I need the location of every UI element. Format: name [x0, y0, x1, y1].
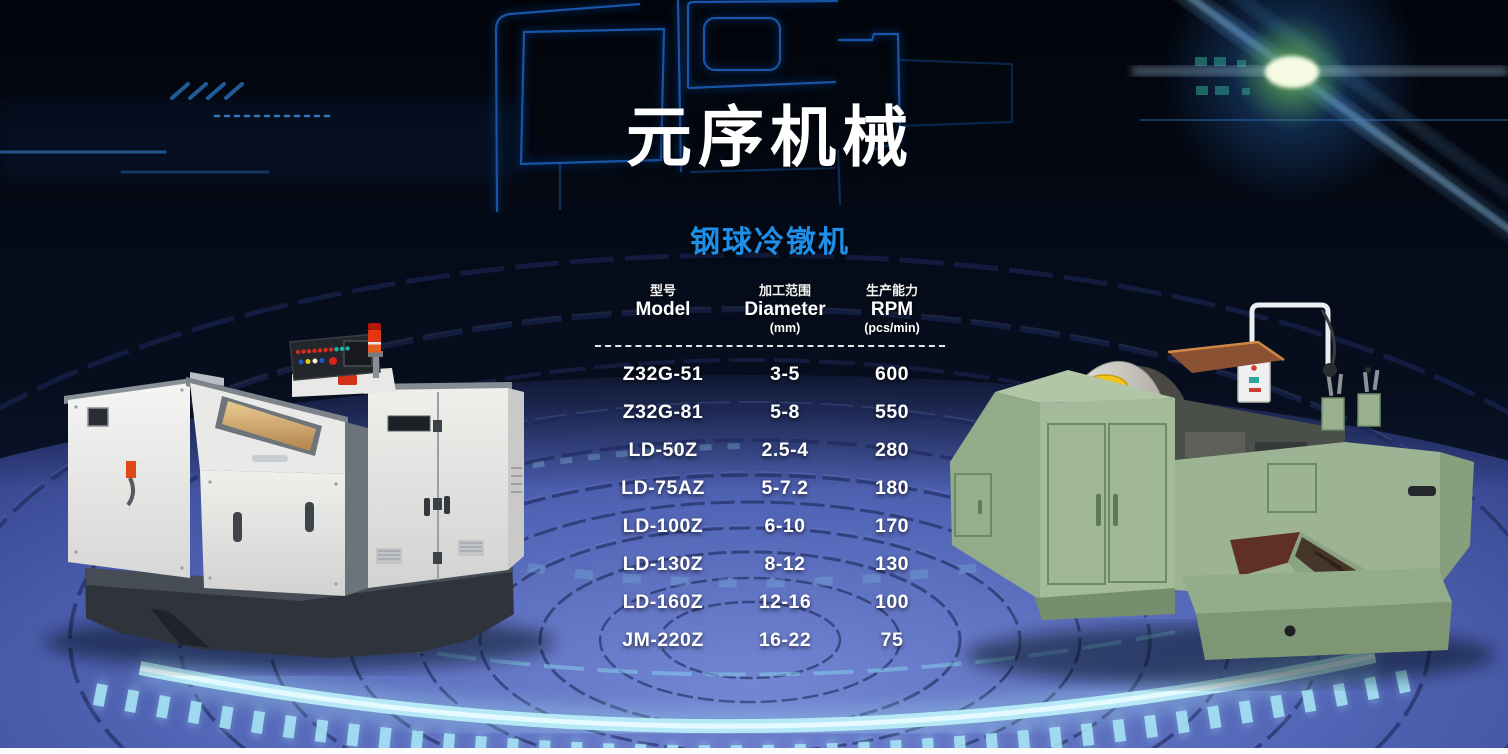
- table-row: LD-75AZ 5-7.2 180: [621, 476, 910, 499]
- bottom-white-strip: [0, 748, 1508, 754]
- page-title: 元序机械: [626, 100, 914, 174]
- right-machine-illustration: [950, 302, 1495, 685]
- table-row: Z32G-81 5-8 550: [622, 400, 910, 423]
- tech-streaks-left: [0, 82, 520, 180]
- lens-flare: [946, 0, 1508, 343]
- table-divider: [595, 345, 945, 347]
- table-row: JM-220Z 16-22 75: [622, 628, 904, 651]
- table-row: LD-160Z 12-16 100: [622, 590, 910, 613]
- spec-table: 型号 Model 加工范围 Diameter (mm) 生产能力 RPM (pc…: [593, 283, 947, 659]
- left-machine-illustration: [45, 323, 555, 670]
- section-heading: 钢球冷镦机: [690, 226, 850, 259]
- spec-table-header: 型号 Model 加工范围 Diameter (mm) 生产能力 RPM (pc…: [593, 283, 947, 336]
- column-header-diameter: 加工范围 Diameter (mm): [744, 283, 826, 335]
- spec-table-body: Z32G-51 3-5 600 Z32G-81 5-8 550 LD-50Z 2.5-4 2…: [593, 355, 947, 659]
- table-row: Z32G-51 3-5 600: [622, 362, 910, 385]
- column-header-rpm: 生产能力 RPM (pcs/min): [864, 283, 920, 335]
- table-row: LD-130Z 8-12 130: [622, 552, 910, 575]
- table-row: LD-50Z 2.5-4 280: [628, 438, 910, 461]
- column-header-model: 型号 Model: [635, 283, 691, 320]
- table-row: LD-100Z 6-10 170: [622, 514, 910, 537]
- blueprint-wireframe: [492, 0, 1014, 213]
